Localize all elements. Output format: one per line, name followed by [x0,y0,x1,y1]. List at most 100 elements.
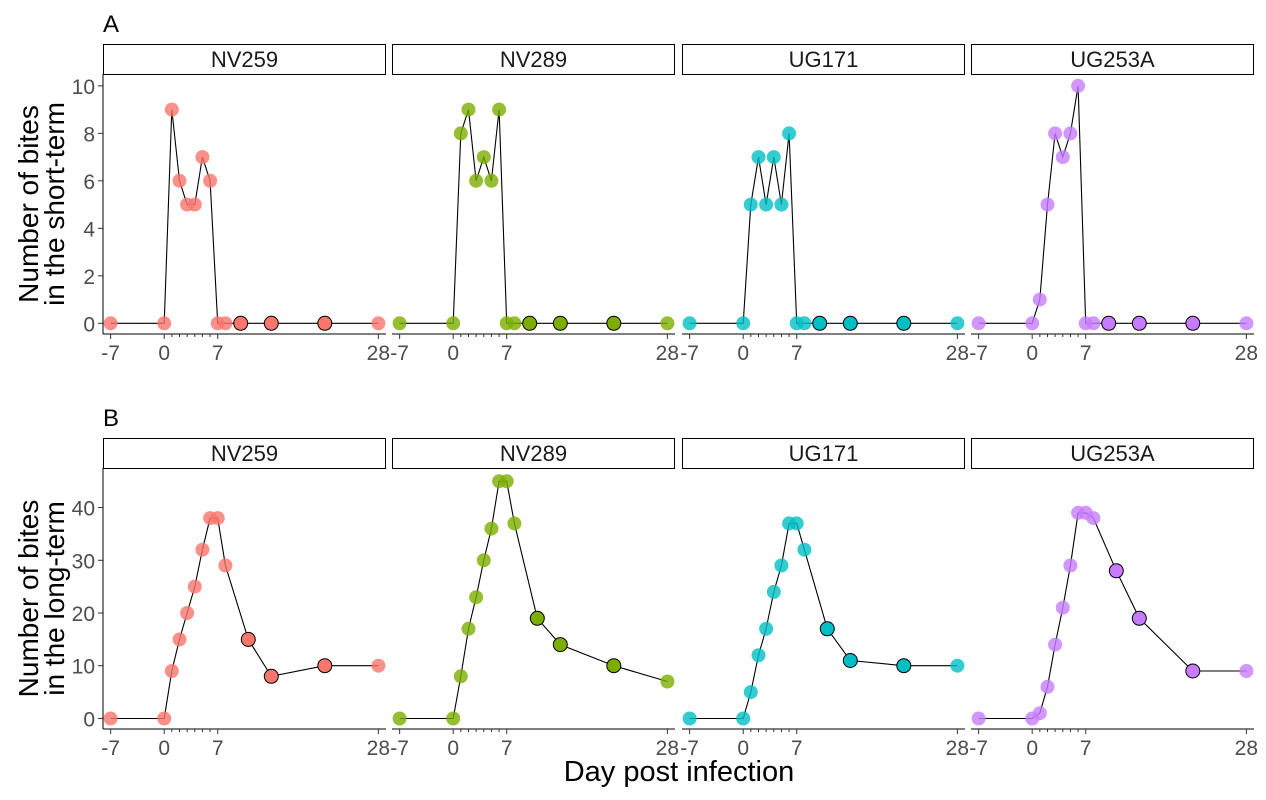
facet-strip-label: UG171 [789,441,859,466]
x-tick-label: 28 [656,342,679,365]
data-point [1185,315,1201,331]
data-point [240,631,256,647]
x-tick-label: 7 [212,737,224,760]
y-tick-label: 10 [72,76,95,99]
x-tick-label: -7 [390,737,409,760]
facet-strip-label: UG253A [1070,47,1155,72]
data-point [529,610,545,626]
data-point [743,685,758,700]
x-tick-label: 0 [447,737,459,760]
y-tick-label: 20 [72,603,95,626]
facet-strip-nv259 [103,438,386,469]
data-point [461,621,476,636]
data-point [766,150,781,165]
y-tick-label: 0 [83,708,95,731]
data-point [392,711,407,726]
data-point [751,648,766,663]
data-point [1032,292,1047,307]
y-tick-label: 2 [83,266,95,289]
data-point [218,558,233,573]
x-tick-label: 7 [791,737,803,760]
y-tick-label: 30 [72,550,95,573]
data-point [743,197,758,212]
x-tick-label: -7 [390,342,409,365]
data-point [187,579,202,594]
data-point [660,316,675,331]
data-point [660,674,675,689]
data-point [507,516,522,531]
x-tick-label: -7 [969,342,988,365]
data-point [812,315,828,331]
y-tick-label: 8 [83,123,95,146]
y-tick-label: 10 [72,656,95,679]
data-point [797,316,812,331]
series-line-ug171 [689,133,958,324]
data-point [552,637,568,653]
data-point [774,197,789,212]
data-point [759,621,774,636]
x-tick-label: -7 [680,737,699,760]
data-point [842,653,858,668]
facet-strip-ug253a [971,44,1254,75]
y-tick-label: 6 [83,171,95,194]
data-point [766,584,781,599]
data-point [233,315,249,331]
data-point [103,711,118,726]
data-point [782,126,797,141]
data-point [157,711,172,726]
data-point [1185,663,1201,679]
facet-strip-label: NV289 [500,47,567,72]
data-point [210,511,225,526]
panel-label-B: B [103,405,119,432]
facet-strip-nv259 [103,44,386,75]
data-point [1055,150,1070,165]
facet-strip-label: UG253A [1070,441,1155,466]
data-point [476,150,491,165]
data-point [789,516,804,531]
facet-strip-ug253a [971,438,1254,469]
data-point [453,669,468,684]
y-tick-label: 0 [83,313,95,336]
data-point [797,542,812,557]
data-point [371,658,386,673]
facet-strip-label: NV259 [211,47,278,72]
x-tick-label: 0 [158,342,170,365]
data-point [103,316,118,331]
data-point [971,711,986,726]
data-point [164,102,179,117]
data-point [446,316,461,331]
data-point [203,173,218,188]
series-line-ug253a [978,512,1247,720]
x-tick-label: 0 [158,737,170,760]
data-point [1108,563,1124,579]
data-point [522,315,538,331]
data-point [1086,511,1101,526]
x-tick-label: 0 [1026,342,1038,365]
y-axis-title-line-1: Number of bites [13,500,44,698]
x-tick-label: -7 [101,737,120,760]
x-tick-label: 7 [501,737,513,760]
x-tick-label: 7 [501,342,513,365]
facet-strip-nv289 [392,44,675,75]
data-point [1048,126,1063,141]
data-point [1239,316,1254,331]
data-point [195,542,210,557]
data-point [371,316,386,331]
y-axis-title-line-1: Number of bites [13,105,44,303]
data-point [1063,558,1078,573]
data-point [606,315,622,331]
facet-strip-label: NV259 [211,441,278,466]
facet-strip-label: UG171 [789,47,859,72]
x-tick-label: 0 [737,342,749,365]
data-point [1063,126,1078,141]
facet-strip-nv289 [392,438,675,469]
data-point [774,558,789,573]
data-point [751,150,766,165]
data-point [682,711,697,726]
x-axis-title: Day post infection [564,756,795,788]
series-line-ug253a [978,85,1247,324]
data-point [187,197,202,212]
data-point [446,711,461,726]
data-point [263,668,279,684]
